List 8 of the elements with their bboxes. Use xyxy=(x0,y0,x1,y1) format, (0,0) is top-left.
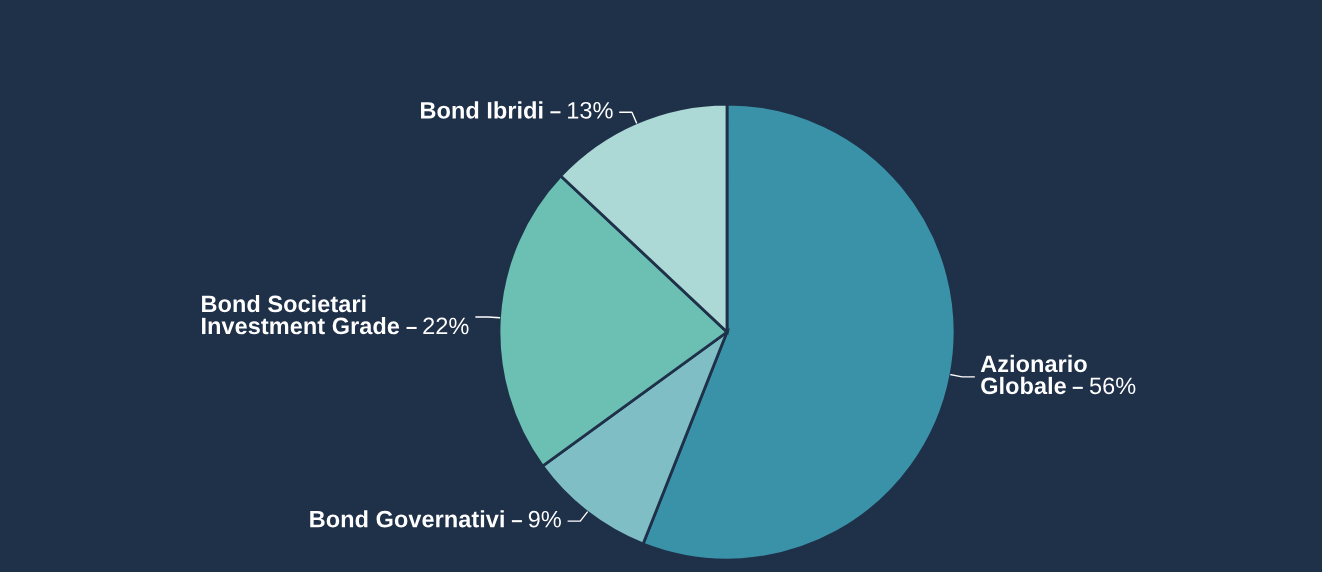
slice-label: Bond Governativi xyxy=(310,510,504,528)
data-label: 56% xyxy=(1089,377,1136,395)
slice-label: Bond Societari Investment Grade xyxy=(202,294,400,335)
data-label: 22% xyxy=(423,317,469,335)
slice-label: Azionario Globale xyxy=(980,354,1087,395)
slice-label: Bond Ibridi xyxy=(421,101,543,119)
data-label: 9% xyxy=(528,510,561,528)
data-label: 13% xyxy=(568,101,613,119)
